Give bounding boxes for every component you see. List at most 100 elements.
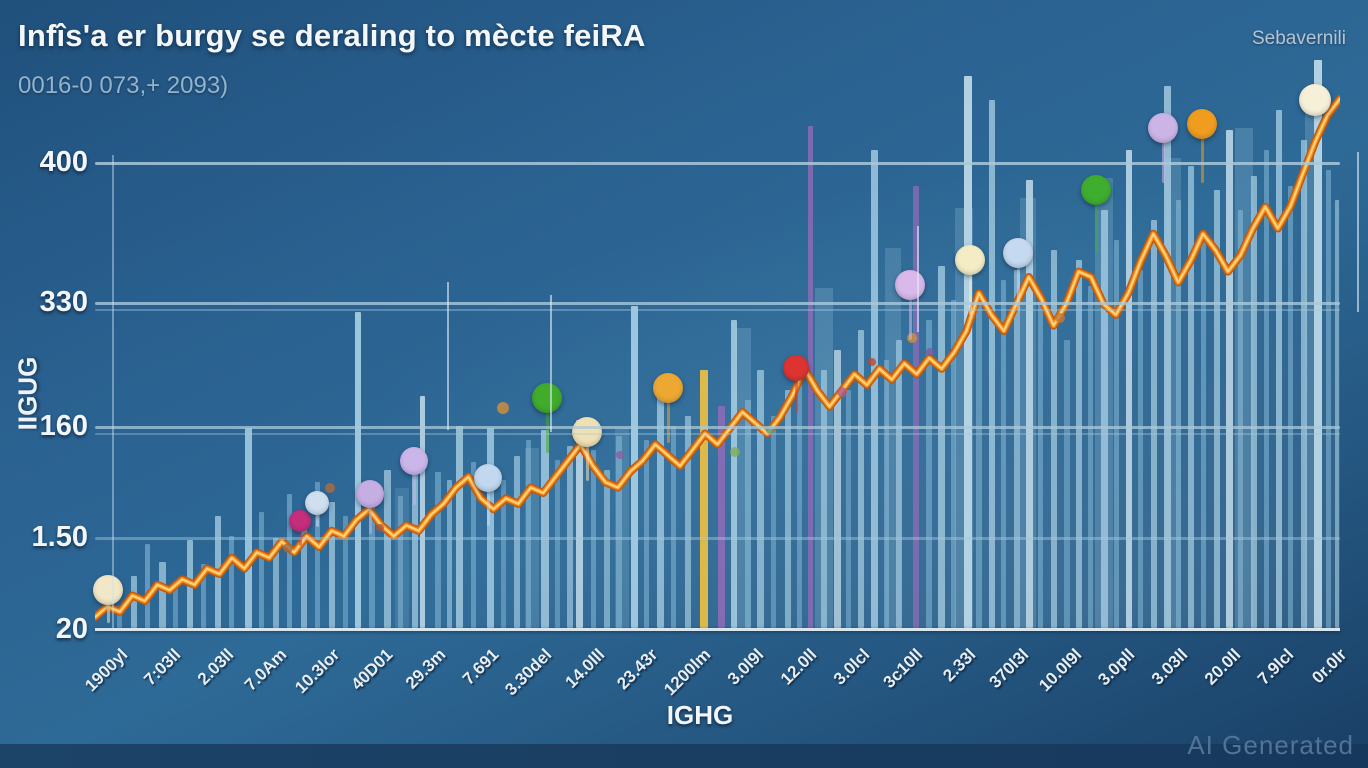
- bar: [287, 494, 292, 628]
- dot-stem: [969, 260, 972, 315]
- bar: [1276, 110, 1282, 628]
- bar: [1088, 286, 1093, 628]
- x-tick-label: 3.30del: [501, 645, 556, 700]
- bar: [785, 390, 791, 628]
- bar: [938, 266, 945, 628]
- x-tick-label: 0r.0lr: [1307, 645, 1350, 688]
- bar: [514, 456, 520, 628]
- bar: [471, 462, 476, 628]
- bar: [117, 606, 122, 628]
- bar: [685, 416, 691, 628]
- bar: [871, 150, 878, 628]
- x-tick-label: 1200lm: [659, 645, 715, 700]
- artifact-blob: [730, 447, 740, 457]
- dot-stem: [413, 461, 416, 505]
- bar: [173, 584, 178, 628]
- bar: [926, 320, 932, 628]
- x-tick-label: 3c10ll: [879, 645, 927, 692]
- data-point-dot: [653, 373, 683, 403]
- dot-stem: [546, 398, 549, 453]
- artifact-blob: [868, 358, 876, 366]
- bar: [797, 380, 802, 628]
- bar: [384, 470, 391, 628]
- bar: [1001, 280, 1006, 628]
- bar: [644, 440, 649, 628]
- artifact-blob: [766, 426, 774, 434]
- bar: [1326, 170, 1331, 628]
- bar: [435, 472, 441, 628]
- bar: [1101, 210, 1108, 628]
- x-tick-label: 10.3lor: [291, 645, 344, 698]
- bar: [329, 502, 335, 628]
- bar: [951, 300, 956, 628]
- chart-subtitle: 0016-0 073,+ 2093): [18, 72, 228, 99]
- data-point-dot: [356, 480, 384, 508]
- bar: [1201, 230, 1206, 628]
- bar: [1051, 250, 1057, 628]
- x-axis-line: [95, 628, 1340, 631]
- bar: [1038, 300, 1043, 628]
- data-point-dot: [1187, 109, 1217, 139]
- data-point-dot: [400, 447, 428, 475]
- y-tick-label: 20: [55, 613, 88, 645]
- bottom-strip: [0, 744, 1368, 768]
- bar: [1064, 340, 1070, 628]
- dot-stem: [1017, 253, 1020, 310]
- artifact-line: [917, 226, 919, 332]
- trend-line: [95, 94, 1340, 622]
- bar: [731, 320, 737, 628]
- x-tick-label: 14.0lll: [561, 645, 609, 692]
- bar: [964, 76, 972, 628]
- bar: [884, 360, 889, 628]
- bar: [1151, 220, 1157, 628]
- bar: [259, 512, 264, 628]
- x-tick-label: 3.0lcl: [829, 645, 874, 689]
- dot-stem: [586, 432, 589, 481]
- x-tick-label: 3.0l9l: [723, 645, 768, 689]
- bar: [447, 480, 452, 628]
- bar: [913, 186, 919, 628]
- artifact-blob: [616, 451, 624, 459]
- bar: [1305, 108, 1321, 628]
- bar: [1026, 180, 1033, 628]
- y-tick-label: 400: [39, 146, 88, 178]
- artifact-blob: [1055, 313, 1065, 323]
- artifact-line: [447, 282, 449, 430]
- bar: [1251, 176, 1257, 628]
- dot-stem: [667, 388, 670, 443]
- dot-stem: [909, 285, 912, 340]
- bar: [718, 406, 725, 628]
- bar: [245, 428, 252, 628]
- bar: [526, 440, 531, 628]
- x-tick-label: 3.03ll: [1147, 645, 1191, 689]
- gridline: [95, 537, 1340, 540]
- bar: [1226, 130, 1233, 628]
- artifact-line: [550, 295, 552, 432]
- data-point-dot: [474, 464, 502, 492]
- bar: [671, 426, 676, 628]
- bar: [369, 490, 375, 628]
- bar: [159, 562, 166, 628]
- bar: [456, 426, 463, 628]
- artifact-blob: [907, 333, 917, 343]
- bar: [1301, 140, 1307, 628]
- bar: [420, 396, 425, 628]
- x-tick-label: 2.03ll: [193, 645, 238, 689]
- data-point-dot: [289, 510, 311, 532]
- brand-watermark: Sebavernili: [1252, 28, 1346, 49]
- bar: [1188, 166, 1194, 628]
- gridline: [95, 162, 1340, 165]
- bar: [815, 288, 833, 628]
- y-tick-label: 330: [39, 286, 88, 318]
- bar: [846, 390, 851, 628]
- bar: [1264, 150, 1269, 628]
- data-point-dot: [305, 491, 329, 515]
- x-tick-label: 1900yl: [81, 645, 132, 696]
- bar: [1114, 240, 1119, 628]
- y-tick-label: 1.50: [31, 521, 88, 553]
- gridline-secondary: [95, 309, 1340, 311]
- bar: [745, 400, 751, 628]
- gridline: [95, 426, 1340, 429]
- bar: [834, 350, 841, 628]
